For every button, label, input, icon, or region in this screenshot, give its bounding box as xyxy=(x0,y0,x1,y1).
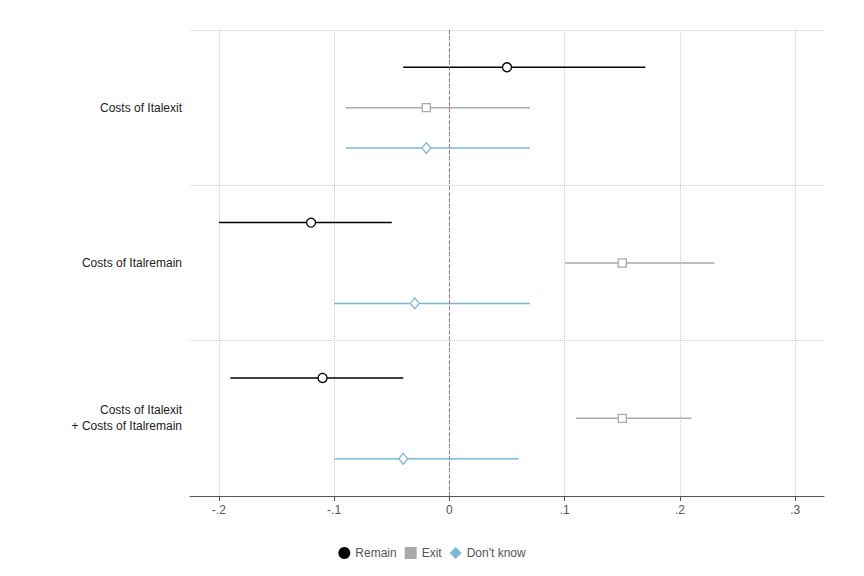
svg-text:-.2: -.2 xyxy=(212,503,226,517)
svg-text:Remain: Remain xyxy=(355,546,396,560)
svg-text:Don't know: Don't know xyxy=(467,546,526,560)
svg-text:Costs of Italexit: Costs of Italexit xyxy=(100,403,183,417)
svg-text:-.1: -.1 xyxy=(327,503,341,517)
svg-text:.3: .3 xyxy=(790,503,800,517)
svg-text:0: 0 xyxy=(446,503,453,517)
svg-text:Costs of Italremain: Costs of Italremain xyxy=(82,256,182,270)
svg-text:Costs of Italexit: Costs of Italexit xyxy=(100,101,183,115)
svg-text:.2: .2 xyxy=(675,503,685,517)
svg-text:+ Costs of Italremain: + Costs of Italremain xyxy=(72,419,182,433)
svg-text:.1: .1 xyxy=(560,503,570,517)
svg-text:Exit: Exit xyxy=(422,546,443,560)
